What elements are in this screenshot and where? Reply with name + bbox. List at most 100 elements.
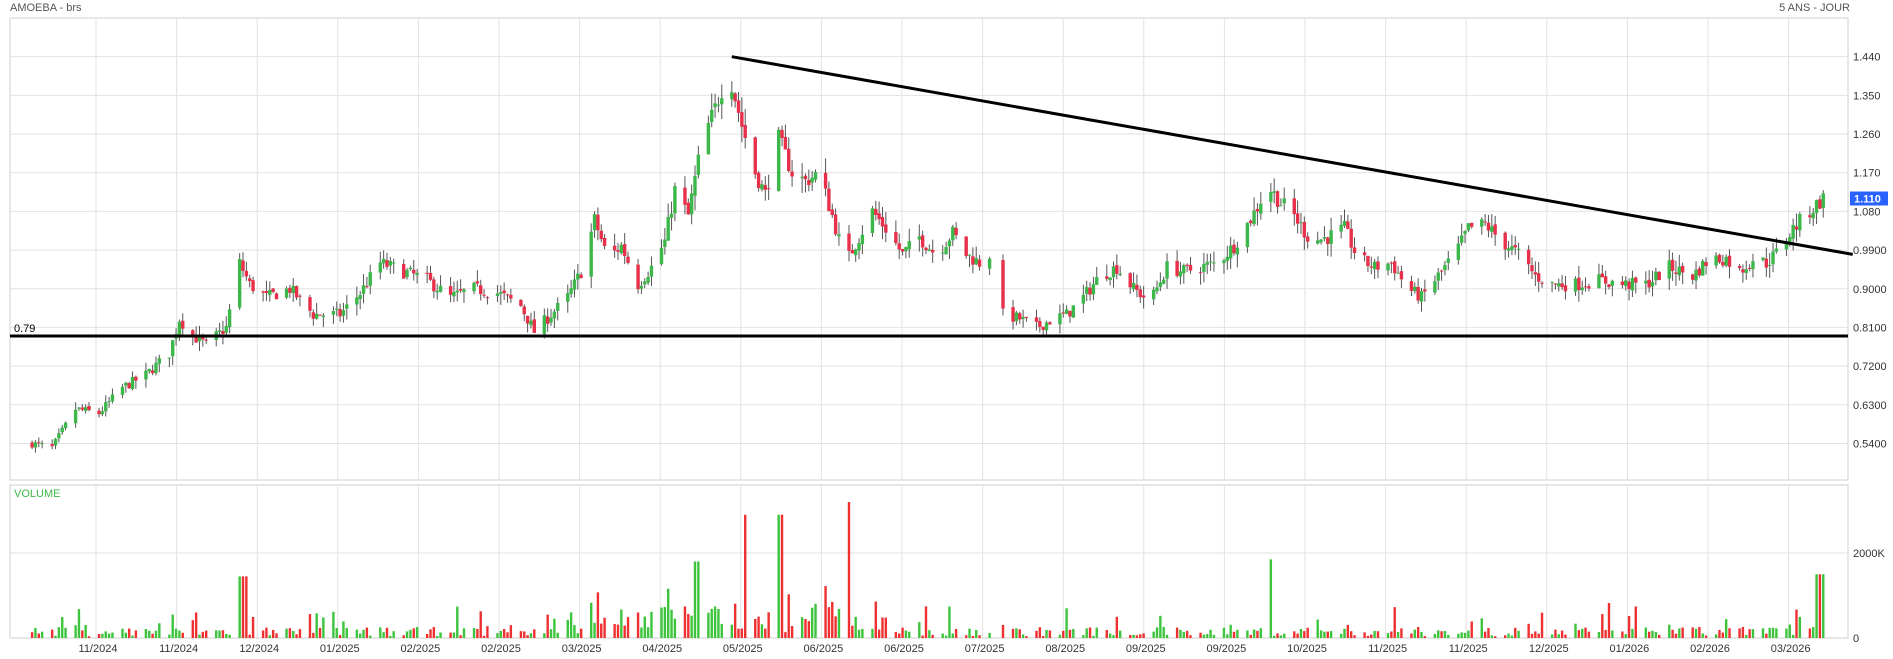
candle-body	[800, 176, 804, 179]
volume-bar	[1329, 631, 1333, 638]
candle-body	[1573, 278, 1578, 292]
candle-body	[1386, 263, 1390, 271]
candle-body	[1269, 192, 1273, 202]
candle-body	[686, 202, 690, 215]
volume-bar	[877, 629, 881, 638]
candle-body	[1228, 245, 1233, 259]
volume-bar	[1627, 615, 1631, 638]
volume-bar	[948, 606, 951, 638]
candle-body	[941, 252, 945, 254]
x-tick-label: 02/2026	[1690, 643, 1730, 655]
y-tick-label: 1.080	[1853, 206, 1881, 218]
volume-bar	[1048, 630, 1052, 638]
candle-body	[874, 208, 878, 215]
volume-bar	[439, 632, 442, 638]
volume-bar	[57, 627, 61, 638]
volume-bar	[181, 632, 184, 638]
volume-bar	[435, 635, 439, 638]
support-line-label: 0.79	[14, 323, 35, 335]
candle-body	[1292, 198, 1296, 215]
candle-body	[1279, 205, 1283, 207]
volume-bar	[764, 628, 767, 638]
volume-bar	[908, 631, 911, 638]
volume-bar	[1584, 627, 1587, 638]
volume-title: VOLUME	[14, 488, 60, 500]
volume-bar	[285, 628, 288, 638]
volume-bar	[787, 594, 790, 638]
candle-body	[790, 171, 794, 177]
volume-bar	[101, 633, 104, 638]
candle-body	[1362, 252, 1367, 256]
volume-bar	[1105, 629, 1108, 638]
candle-body	[853, 249, 858, 256]
volume-bar	[275, 633, 278, 638]
candle-body	[1095, 277, 1099, 285]
volume-bar	[874, 601, 877, 638]
volume-bar	[1179, 629, 1182, 638]
volume-bar	[1139, 634, 1142, 638]
candle-body	[405, 270, 409, 278]
candle-body	[833, 214, 838, 235]
volume-bar	[1668, 624, 1671, 638]
volume-bar	[847, 502, 851, 638]
candle-body	[787, 148, 791, 172]
candle-body	[847, 233, 851, 251]
volume-bar	[901, 627, 904, 638]
candle-body	[462, 289, 466, 292]
candle-body	[1821, 193, 1825, 208]
volume-bar	[1185, 630, 1189, 638]
candle-body	[438, 285, 443, 292]
volume-bar	[228, 634, 231, 638]
candle-body	[944, 247, 948, 255]
volume-bar	[1490, 635, 1494, 638]
candle-body	[917, 236, 922, 240]
candle-body	[63, 422, 68, 429]
candle-body	[1627, 281, 1631, 289]
volume-bar	[449, 632, 452, 638]
candle-body	[1436, 272, 1440, 281]
volume-bar	[1082, 635, 1085, 638]
volume-bar	[1761, 628, 1765, 638]
volume-bar	[1236, 629, 1239, 638]
volume-bar	[1560, 630, 1564, 638]
volume-bar	[1159, 615, 1162, 638]
candle-body	[1620, 281, 1625, 286]
candle-body	[659, 248, 664, 265]
candle-body	[237, 259, 242, 308]
volume-bar	[479, 611, 482, 638]
candle-body	[1212, 262, 1216, 264]
candle-body	[1151, 289, 1156, 300]
volume-bar	[1564, 634, 1567, 638]
volume-bar	[369, 635, 372, 638]
candle-body	[77, 407, 81, 409]
volume-bar	[34, 627, 37, 638]
volume-bar	[385, 627, 389, 638]
volume-bar	[720, 623, 723, 638]
volume-bar	[1554, 629, 1557, 638]
candle-body	[1342, 220, 1347, 226]
candle-body	[1319, 239, 1323, 243]
volume-bar	[1015, 628, 1018, 638]
volume-bar	[807, 621, 811, 638]
volume-bar	[810, 607, 814, 638]
candle-body	[1419, 290, 1424, 302]
candle-body	[505, 294, 510, 296]
candle-body	[485, 297, 490, 299]
candle-body	[1717, 254, 1722, 263]
volume-bar	[389, 635, 392, 638]
candle-body	[1607, 284, 1611, 288]
volume-bar	[1326, 631, 1329, 638]
volume-bar	[191, 620, 194, 638]
candle-body	[499, 292, 503, 294]
candle-body	[1480, 219, 1484, 227]
volume-bar	[1721, 632, 1725, 638]
candle-body	[626, 256, 630, 263]
volume-bar	[1306, 627, 1309, 638]
candle-body	[50, 444, 54, 447]
candle-body	[1657, 271, 1661, 281]
candle-body	[1690, 274, 1695, 280]
volume-bar	[834, 616, 837, 638]
candle-body	[1085, 287, 1089, 294]
volume-bar	[1798, 616, 1802, 638]
candle-body	[1182, 265, 1186, 274]
